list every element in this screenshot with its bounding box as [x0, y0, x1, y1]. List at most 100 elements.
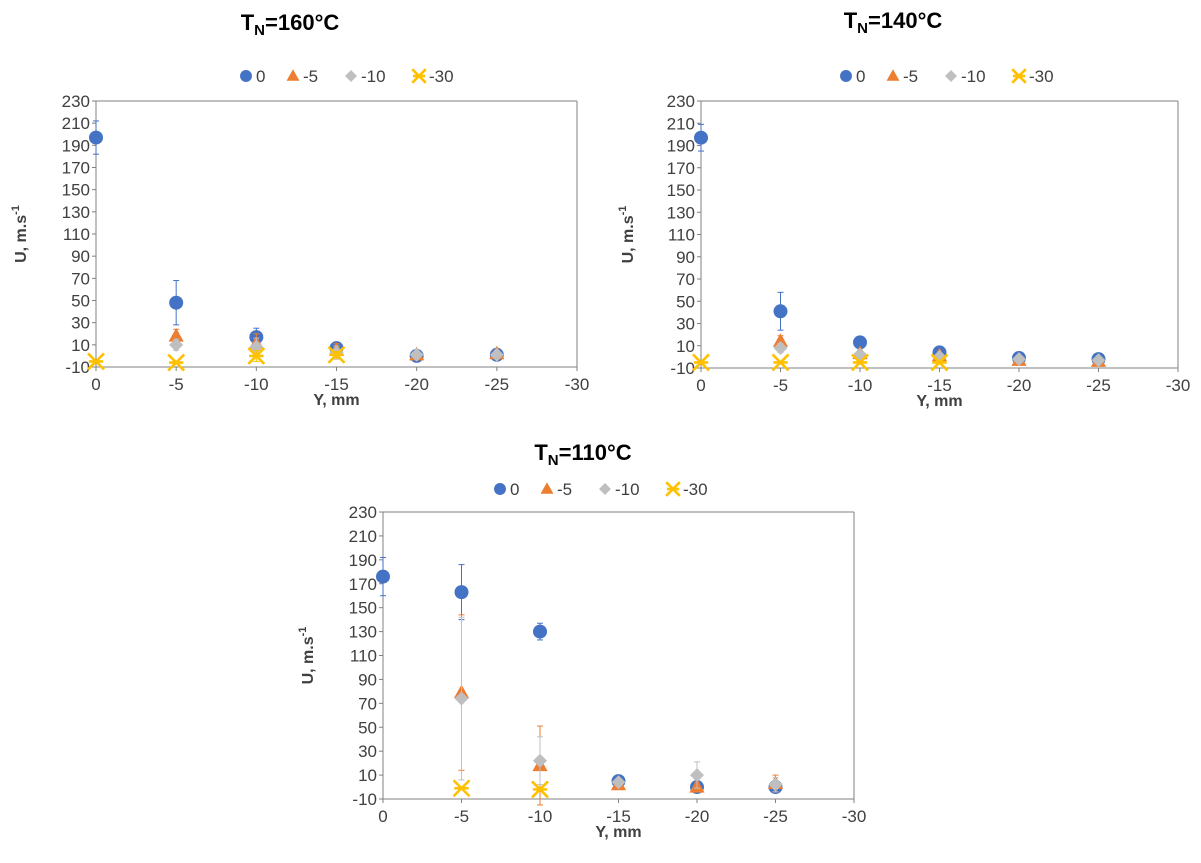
- chart-legend: 0 -5 -10 -30: [240, 67, 454, 86]
- y-tick-label: 50: [358, 718, 377, 737]
- legend-label: -10: [615, 480, 640, 499]
- data-point: [853, 335, 867, 350]
- x-tick-label: -5: [454, 807, 469, 826]
- data-point: [930, 353, 949, 372]
- legend-label: -5: [557, 480, 572, 499]
- x-tick-label: -10: [528, 807, 553, 826]
- series-circle: [376, 556, 783, 795]
- chart-tn-160-svg: TN=160°C 0 -5 -10 -30 -10 10 30 50 70 90 110 130 150 1…: [10, 10, 590, 409]
- legend-label: 0: [856, 67, 865, 86]
- legend-marker-diamond: [345, 70, 357, 82]
- chart-legend: 0 -5 -10 -30: [494, 480, 708, 499]
- x-tick-label: -25: [485, 375, 510, 394]
- data-point: [89, 130, 103, 145]
- data-point: [454, 691, 469, 706]
- legend-marker-triangle: [540, 482, 554, 494]
- data-point: [690, 768, 704, 783]
- legend-marker-circle: [494, 483, 506, 495]
- x-axis-label: Y, mm: [595, 824, 641, 841]
- data-point: [327, 345, 346, 364]
- legend-item: -5: [886, 67, 918, 86]
- data-point: [533, 753, 547, 768]
- legend-label: -30: [683, 480, 708, 499]
- x-tick-label: -25: [1086, 376, 1111, 395]
- data-point: [376, 569, 390, 584]
- x-tick-label: -15: [606, 807, 631, 826]
- legend-item: 0: [240, 67, 265, 86]
- chart-title: TN=160°C: [241, 10, 340, 39]
- legend-item: -10: [345, 67, 386, 86]
- data-point: [489, 347, 504, 362]
- y-tick-label: 70: [71, 269, 90, 288]
- y-tick-label: 170: [667, 159, 695, 178]
- chart-tn-110: TN=110°C 0 -5 -10 -30 -10 10 30 50 70 90 110 130 150 1…: [285, 430, 905, 863]
- y-tick-label: 10: [71, 336, 90, 355]
- legend-marker-star: [411, 68, 427, 84]
- y-tick-label: 130: [667, 203, 695, 222]
- x-tick-label: 0: [91, 375, 100, 394]
- legend-marker-circle: [840, 70, 852, 82]
- y-tick-label: 190: [667, 137, 695, 156]
- x-tick-label: 0: [696, 376, 705, 395]
- legend-item: -5: [540, 480, 572, 499]
- y-tick-label: 190: [62, 136, 90, 155]
- series-circle: [694, 123, 1106, 367]
- y-tick-label: 150: [349, 599, 377, 618]
- y-tick-label: 90: [676, 248, 695, 267]
- x-tick-label: -15: [324, 375, 349, 394]
- y-axis-label: U, m.s-1: [10, 205, 30, 263]
- y-tick-label: 230: [349, 503, 377, 522]
- legend-item: -30: [1011, 67, 1054, 86]
- y-tick-label: 90: [71, 247, 90, 266]
- data-point: [169, 295, 184, 310]
- legend-label: -5: [903, 67, 918, 86]
- x-tick-label: -20: [685, 807, 710, 826]
- y-tick-label: -10: [65, 358, 90, 377]
- y-tick-label: 30: [358, 742, 377, 761]
- y-axis-label: U, m.s-1: [297, 627, 317, 685]
- data-point: [249, 340, 264, 355]
- chart-title: TN=140°C: [844, 8, 943, 37]
- y-tick-label: 210: [667, 114, 695, 133]
- chart-tn-160: TN=160°C 0 -5 -10 -30 -10 10 30 50 70 90 110 130 150 1…: [0, 0, 600, 420]
- legend-label: -30: [429, 67, 454, 86]
- y-tick-label: 230: [667, 92, 695, 111]
- legend-marker-diamond: [599, 483, 611, 495]
- x-axis-label: Y, mm: [916, 393, 962, 410]
- data-point: [167, 353, 186, 372]
- data-point: [851, 353, 869, 372]
- y-tick-label: 30: [676, 315, 695, 334]
- data-point: [692, 353, 710, 372]
- data-point: [168, 327, 184, 342]
- legend-item: 0: [840, 67, 865, 86]
- x-tick-label: -15: [927, 376, 952, 395]
- y-tick-label: 110: [350, 647, 377, 666]
- legend-marker-star: [665, 481, 681, 497]
- y-tick-label: -10: [352, 790, 377, 809]
- x-tick-label: -20: [404, 375, 429, 394]
- legend-label: -10: [961, 67, 986, 86]
- y-tick-label: 30: [71, 314, 90, 333]
- y-tick-label: 210: [62, 114, 90, 133]
- x-tick-label: -10: [244, 375, 269, 394]
- chart-tn-140-svg: TN=140°C 0 -5 -10 -30 -10 10 30 50 70 90 110 130 150 1…: [617, 8, 1190, 410]
- series-diamond: [454, 616, 783, 793]
- y-tick-label: 150: [62, 181, 90, 200]
- x-tick-label: -30: [565, 375, 590, 394]
- chart-title: TN=110°C: [534, 440, 631, 469]
- series-star: [87, 345, 346, 372]
- data-point: [768, 777, 783, 792]
- data-point: [772, 333, 789, 347]
- y-tick-label: -10: [670, 359, 695, 378]
- data-point: [773, 304, 788, 319]
- y-tick-label: 50: [71, 292, 90, 311]
- data-point: [853, 347, 867, 362]
- legend-item: -10: [599, 480, 640, 499]
- data-point: [454, 585, 469, 600]
- x-tick-label: -30: [842, 807, 867, 826]
- data-point: [169, 337, 184, 352]
- data-point: [87, 352, 105, 371]
- y-tick-label: 190: [349, 551, 377, 570]
- data-point: [452, 779, 471, 798]
- legend-marker-triangle: [286, 69, 300, 81]
